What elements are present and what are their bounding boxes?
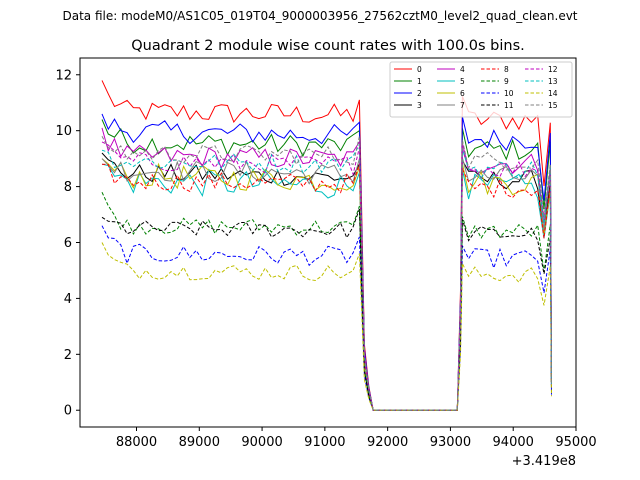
legend-label-5: 5 — [460, 77, 465, 86]
legend-label-9: 9 — [504, 77, 509, 86]
y-tick-label: 12 — [55, 68, 72, 83]
legend-label-3: 3 — [417, 101, 422, 110]
series-line-5 — [101, 163, 552, 411]
x-tick-label: 94000 — [493, 435, 534, 450]
x-tick-label: 89000 — [179, 435, 220, 450]
legend-label-8: 8 — [504, 65, 509, 74]
y-tick-label: 8 — [64, 180, 72, 195]
series-line-4 — [101, 127, 552, 411]
series-layer — [101, 80, 552, 411]
series-line-8 — [101, 163, 552, 411]
series-line-13 — [101, 142, 552, 411]
legend-label-7: 7 — [460, 101, 465, 110]
legend-label-1: 1 — [417, 77, 422, 86]
series-line-1 — [101, 119, 552, 411]
legend-label-11: 11 — [504, 101, 514, 110]
x-tick-label: 93000 — [430, 435, 471, 450]
y-tick-label: 4 — [64, 292, 72, 307]
legend-frame — [389, 61, 573, 118]
series-line-2 — [101, 113, 552, 411]
x-tick-label: 92000 — [367, 435, 408, 450]
series-line-14 — [101, 242, 552, 411]
legend-label-10: 10 — [504, 89, 514, 98]
series-line-15 — [101, 136, 552, 411]
legend-label-14: 14 — [548, 89, 558, 98]
x-tick-label: 88000 — [116, 435, 157, 450]
chart-title: Quadrant 2 module wise count rates with … — [131, 38, 525, 54]
legend-label-2: 2 — [417, 89, 422, 98]
series-line-6 — [101, 158, 552, 411]
legend-label-12: 12 — [548, 65, 558, 74]
x-axis: 88000 89000 90000 91000 92000 93000 94000 95000 — [116, 427, 597, 450]
legend-label-15: 15 — [548, 101, 558, 110]
x-tick-label: 90000 — [241, 435, 282, 450]
y-tick-label: 0 — [64, 404, 72, 419]
series-line-10 — [101, 225, 552, 411]
x-tick-label: 91000 — [304, 435, 345, 450]
y-axis: 0 2 4 6 8 10 12 — [55, 68, 80, 419]
legend-label-4: 4 — [460, 65, 465, 74]
y-tick-label: 2 — [64, 348, 72, 363]
series-line-9 — [101, 191, 552, 411]
x-tick-label: 95000 — [555, 435, 596, 450]
x-offset-label: +3.419e8 — [512, 454, 576, 469]
series-line-7 — [101, 157, 552, 411]
y-tick-label: 6 — [64, 236, 72, 251]
legend-label-6: 6 — [460, 89, 465, 98]
series-line-11 — [101, 208, 552, 411]
legend-label-13: 13 — [548, 77, 558, 86]
series-line-0 — [101, 80, 552, 411]
y-tick-label: 10 — [55, 124, 72, 139]
figure-suptitle: Data file: modeM0/AS1C05_019T04_90000039… — [62, 9, 577, 23]
legend-label-0: 0 — [417, 65, 422, 74]
